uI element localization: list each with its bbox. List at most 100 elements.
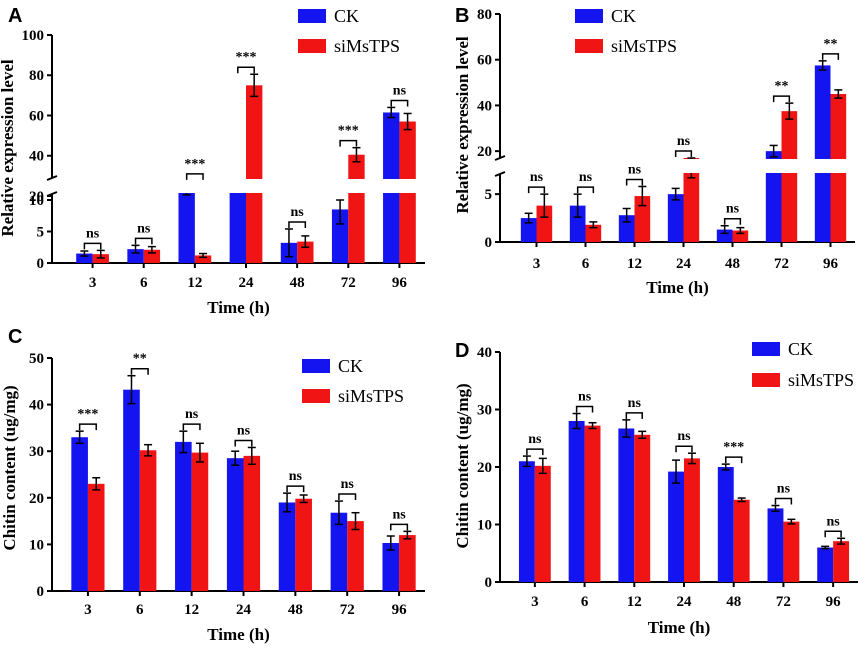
bar-simstps [297,241,314,263]
y-tick-label: 40 [477,98,492,114]
significance-bracket [83,242,102,250]
significance-label: ns [628,162,642,177]
significance-label: ns [86,226,100,241]
axis-break-mark [46,175,58,181]
significance-bracket [286,485,305,493]
bar-simstps [348,154,365,263]
y-tick-label: 40 [477,345,492,361]
significance-label: ns [628,396,642,411]
significance-bracket [237,66,255,74]
significance-bracket [625,178,644,186]
bar-break-gap [279,179,315,193]
bar-ck [667,194,684,242]
bar-ck [178,187,195,263]
x-tick-label: 96 [823,256,839,272]
significance-bracket [182,423,201,431]
bar-ck [765,151,782,242]
x-tick-label: 72 [776,594,791,610]
panel-label: A [8,5,22,27]
y-tick-label: 5 [485,187,493,203]
significance-bracket [821,53,840,60]
significance-bracket [772,95,791,103]
legend-label-simstps: siMsTPS [611,36,677,56]
bar-ck [76,253,93,263]
significance-bracket [390,99,409,107]
bar-simstps [139,450,157,591]
bar-ck [618,428,635,582]
x-tick-label: 48 [725,256,740,272]
significance-label: *** [77,407,98,422]
y-tick-label: 0 [37,584,45,600]
bar-break-gap [715,159,750,173]
significance-bracket [725,456,743,464]
bar-break-gap [666,159,701,173]
bar-ck [382,543,400,591]
y-axis-label: Relative expression level [453,36,472,213]
bar-simstps [733,499,750,582]
significance-label: ns [530,170,544,185]
y-tick-label: 60 [477,53,492,69]
bar-ck [668,471,684,582]
y-tick-label: 100 [22,28,45,44]
x-tick-label: 3 [531,594,539,610]
significance-label: ns [237,423,251,438]
bar-simstps [584,425,601,582]
bar-ck [717,467,734,582]
y-tick-label: 0 [485,575,493,591]
significance-label: *** [184,157,205,172]
legend-label-ck: CK [611,6,636,26]
bar-break-gap [568,159,603,173]
significance-bracket [390,523,409,531]
x-axis-label: Time (h) [207,625,270,644]
panel-label: D [455,340,469,362]
legend: CK siMsTPS [752,339,854,390]
panel-b: B 0 5 20 40 60 80 Relative expression level Time… [453,5,855,297]
bar-ck [226,458,244,591]
x-tick-label: 12 [184,602,199,618]
y-tick-label: 0 [485,235,493,251]
legend-swatch-simstps [752,373,780,387]
x-tick-label: 48 [726,594,741,610]
x-tick-label: 96 [826,594,842,610]
significance-label: ns [137,221,151,236]
y-axis-label: Chitin content (ug/mg) [0,385,19,550]
y-tick-label: 20 [477,460,492,476]
legend-swatch-ck [575,9,603,23]
bar-break-gap [764,159,799,173]
significance-bracket [575,405,594,413]
bar-break-gap [617,159,652,173]
significance-label: ns [677,134,691,149]
bar-simstps [191,452,209,591]
panel-d: D 0 10 20 30 40 Chitin content (ug/mg) Time (h)… [453,339,858,637]
bar-simstps [683,158,700,242]
legend-swatch-simstps [302,389,330,403]
significance-bracket [185,173,204,180]
bar-simstps [833,541,850,582]
significance-bracket [576,186,595,194]
x-tick-label: 72 [340,602,355,618]
bar-break-gap [382,179,417,193]
x-tick-label: 6 [582,256,590,272]
bar-simstps [534,465,551,582]
bar-simstps [246,85,263,264]
significance-label: ns [289,469,303,484]
y-tick-label: 60 [29,108,44,124]
bar-break-gap [177,179,213,193]
bar-ck [817,547,834,582]
y-tick-label: 20 [477,144,492,160]
x-axis-label: Time (h) [648,618,711,637]
significance-label: ns [827,514,841,529]
x-tick-label: 3 [89,275,97,291]
bar-ck [175,441,192,591]
significance-bracket [134,237,153,245]
bar-simstps [399,535,416,591]
legend-label-simstps: siMsTPS [338,386,404,406]
legend-label-simstps: siMsTPS [788,370,854,390]
x-tick-label: 48 [288,602,303,618]
significance-label: ns [726,202,740,217]
legend-swatch-ck [752,342,780,356]
x-tick-label: 12 [627,256,642,272]
x-tick-label: 3 [84,602,92,618]
bar-simstps [684,458,700,582]
bar-simstps [536,205,553,242]
